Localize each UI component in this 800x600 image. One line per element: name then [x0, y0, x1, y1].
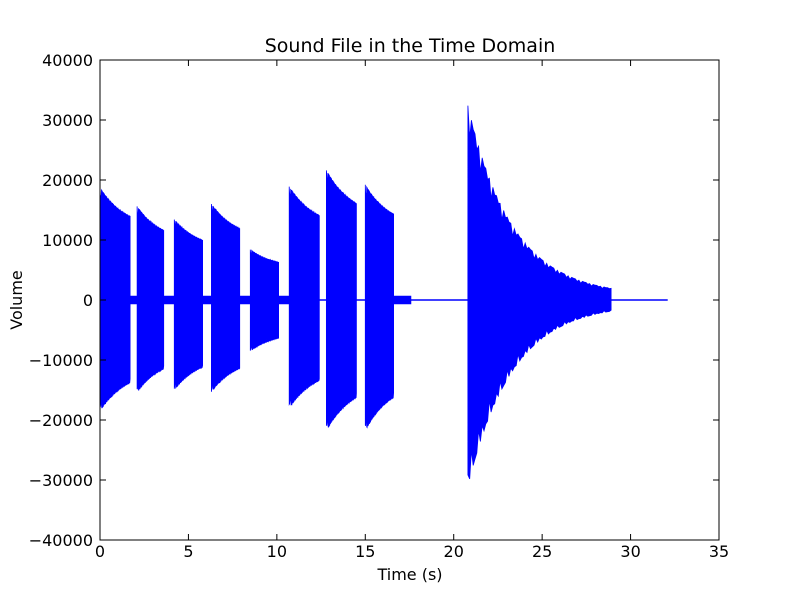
y-tick-label: 20000	[42, 171, 93, 190]
chart-title: Sound File in the Time Domain	[265, 35, 556, 57]
axes: 0 5 10 15 20 25 30 35 40000 30000 20000 10000 0 −1000…	[29, 51, 729, 561]
y-tick-label: 40000	[42, 51, 93, 70]
y-tick-label: 30000	[42, 111, 93, 130]
x-tick-label: 10	[267, 542, 287, 561]
y-tick-label: −10000	[29, 351, 93, 370]
note-burst-6	[288, 186, 320, 406]
note-burst-4	[211, 203, 241, 392]
y-tick-label: −30000	[29, 471, 93, 490]
x-tick-label: 30	[620, 542, 640, 561]
x-tick-label: 0	[95, 542, 105, 561]
x-tick-label: 15	[355, 542, 375, 561]
x-tick-label: 5	[183, 542, 193, 561]
y-tick-label: 10000	[42, 231, 93, 250]
x-tick-label: 25	[532, 542, 552, 561]
y-tick-label: −20000	[29, 411, 93, 430]
y-tick-label: −40000	[29, 531, 93, 550]
note-burst-9	[467, 105, 612, 480]
note-burst-3	[173, 219, 203, 389]
note-burst-7	[325, 170, 357, 428]
x-tick-label: 20	[444, 542, 464, 561]
note-burst-2	[136, 206, 165, 391]
note-burst-8	[364, 184, 394, 429]
y-axis-label: Volume	[7, 270, 26, 330]
plot-area	[99, 105, 668, 480]
note-burst-5	[249, 249, 279, 351]
x-tick-label: 35	[709, 542, 729, 561]
x-axis-label: Time (s)	[376, 565, 442, 584]
note-burst-1	[99, 187, 131, 409]
y-tick-label: 0	[83, 291, 93, 310]
